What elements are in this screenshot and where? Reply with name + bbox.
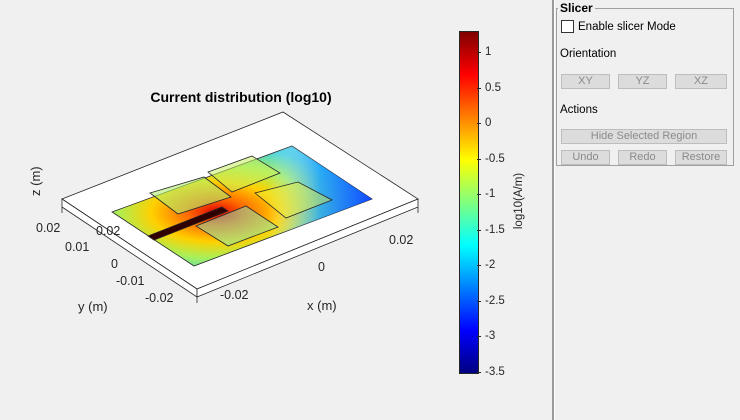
enable-slicer-checkbox[interactable] [561, 20, 574, 33]
slicer-panel-title: Slicer [558, 1, 595, 15]
colorbar-tick [477, 87, 481, 89]
enable-slicer-row[interactable]: Enable slicer Mode [561, 20, 676, 33]
y-tick-label: 0 [111, 257, 118, 271]
colorbar-tick [477, 336, 481, 338]
y-axis-label: y (m) [78, 299, 108, 314]
x-axis-label: x (m) [307, 298, 337, 313]
orientation-yz-button[interactable]: YZ [618, 74, 667, 89]
feed-line [147, 206, 229, 241]
patch-2 [207, 155, 281, 193]
colorbar-tick [477, 158, 481, 160]
colorbar-tick-label: -3 [485, 330, 496, 343]
colorbar-label: log10(A/m) [513, 172, 525, 230]
colorbar-tick [477, 194, 481, 196]
x-tick-label: 0 [318, 260, 325, 274]
y-tick-label: 0.01 [65, 240, 90, 254]
colorbar-tick-label: -3.5 [485, 366, 505, 378]
x-tick-label: -0.02 [220, 288, 249, 302]
colorbar-tick [477, 265, 481, 267]
z-axis-label: z (m) [28, 166, 43, 196]
redo-button[interactable]: Redo [618, 150, 667, 165]
current-distribution-plot[interactable] [0, 0, 552, 420]
colorbar-tick-label: -0.5 [485, 152, 505, 165]
y-tick-label: 0.02 [96, 224, 121, 238]
patch-3 [254, 181, 333, 219]
x-tick-label: 0.02 [389, 233, 414, 247]
colorbar-tick-label: 0.5 [485, 81, 501, 94]
colorbar-tick [477, 300, 481, 302]
colorbar [459, 31, 479, 374]
panel-divider[interactable] [552, 0, 555, 420]
tick-marks [61, 207, 419, 303]
y-tick-label: -0.02 [145, 291, 174, 305]
colorbar-tick-label: 0 [485, 117, 492, 130]
z-tick-label: 0.02 [36, 221, 61, 235]
patch-4 [195, 205, 279, 247]
orientation-label: Orientation [560, 48, 617, 60]
colorbar-tick-label: -1.5 [485, 223, 505, 236]
colorbar-tick [477, 52, 481, 54]
undo-button[interactable]: Undo [561, 150, 610, 165]
colorbar-tick-label: -2 [485, 259, 496, 272]
orientation-xz-button[interactable]: XZ [675, 74, 727, 89]
colorbar-tick [477, 123, 481, 125]
patch-1 [149, 176, 232, 215]
orientation-xy-button[interactable]: XY [561, 74, 610, 89]
enable-slicer-label[interactable]: Enable slicer Mode [578, 20, 676, 33]
colorbar-tick [477, 372, 481, 373]
figure-area[interactable]: Current distribution (log10) [0, 0, 552, 420]
plot-title: Current distribution (log10) [150, 89, 332, 105]
colorbar-tick [477, 229, 481, 231]
colorbar-tick-label: 1 [485, 46, 492, 59]
slicer-panel [556, 8, 734, 166]
actions-label: Actions [560, 104, 598, 116]
restore-button[interactable]: Restore [675, 150, 727, 165]
colorbar-tick-label: -2.5 [485, 294, 505, 307]
ground-plane-cool-region [112, 146, 372, 266]
colorbar-tick-label: -1 [485, 188, 496, 201]
hide-selected-region-button[interactable]: Hide Selected Region [561, 129, 727, 144]
y-tick-label: -0.01 [116, 274, 145, 288]
